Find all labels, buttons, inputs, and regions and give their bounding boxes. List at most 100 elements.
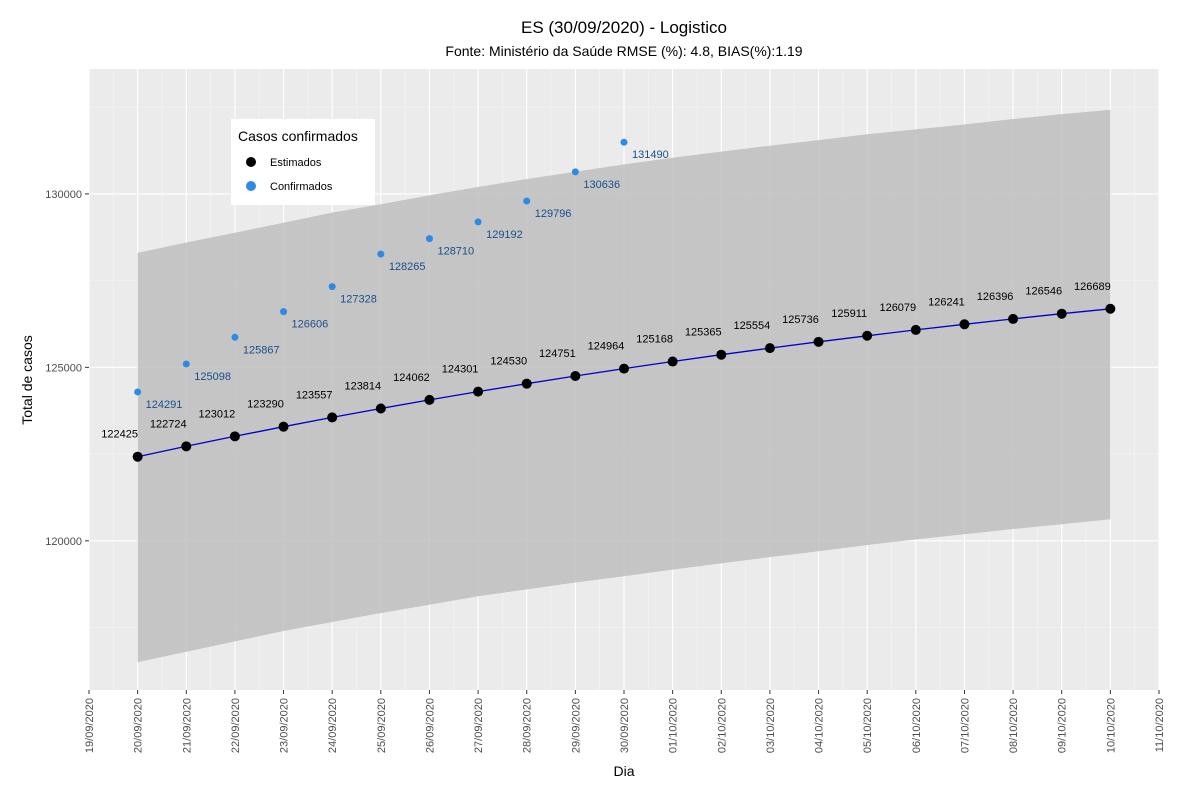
confirmados-labels: 124291 125098 125867 126606 127328 128265 1287… xyxy=(146,149,669,411)
legend-label-confirmados: Confirmados xyxy=(270,181,333,193)
x-tick-label: 05/10/2020 xyxy=(862,698,874,753)
confirmados-point xyxy=(425,235,433,243)
estimados-point xyxy=(424,394,435,405)
confirmados-point xyxy=(328,283,336,291)
x-tick-label: 28/09/2020 xyxy=(522,698,534,753)
x-axis-title: Dia xyxy=(613,763,634,779)
estimados-value-label: 123290 xyxy=(247,399,284,411)
confidence-ribbon xyxy=(137,109,1111,663)
x-tick-label: 03/10/2020 xyxy=(765,698,777,753)
confirmados-points xyxy=(134,138,628,396)
estimados-point xyxy=(327,412,338,423)
estimados-point xyxy=(521,378,532,389)
x-tick-label: 04/10/2020 xyxy=(814,698,826,753)
x-tick-label: 26/09/2020 xyxy=(424,698,436,753)
confirmados-value-label: 126606 xyxy=(292,319,329,331)
estimados-point xyxy=(1056,308,1067,319)
estimados-point xyxy=(716,349,727,360)
y-tick-label: 130000 xyxy=(45,189,82,201)
estimados-value-label: 124751 xyxy=(539,348,576,360)
confirmados-value-label: 128265 xyxy=(389,261,426,273)
x-tick-label: 20/09/2020 xyxy=(133,698,145,753)
estimados-point xyxy=(229,431,240,442)
x-tick-label: 24/09/2020 xyxy=(327,698,339,753)
estimados-value-label: 126546 xyxy=(1025,286,1062,298)
x-tick-label: 29/09/2020 xyxy=(570,698,582,753)
x-tick-label: 08/10/2020 xyxy=(1008,698,1020,753)
estimados-value-label: 123557 xyxy=(296,389,333,401)
confirmados-point xyxy=(134,388,142,396)
chart-subtitle: Fonte: Ministério da Saúde RMSE (%): 4.8… xyxy=(445,43,802,59)
confirmados-value-label: 131490 xyxy=(632,149,669,161)
estimados-value-label: 123012 xyxy=(199,408,236,420)
x-tick-label: 07/10/2020 xyxy=(959,698,971,753)
x-tick-label: 10/10/2020 xyxy=(1105,698,1117,753)
confirmados-value-label: 125867 xyxy=(243,344,280,356)
estimados-point xyxy=(619,363,629,374)
estimados-value-label: 125554 xyxy=(734,320,771,332)
estimados-point xyxy=(1105,303,1116,314)
legend-label-estimados: Estimados xyxy=(270,157,322,169)
estimados-point xyxy=(181,441,192,452)
x-tick-label: 01/10/2020 xyxy=(668,698,680,753)
estimados-point xyxy=(959,319,970,330)
estimados-value-label: 122724 xyxy=(150,418,187,430)
y-axis-title: Total de casos xyxy=(19,335,35,425)
estimados-value-label: 125168 xyxy=(636,334,673,346)
x-tick-label: 09/10/2020 xyxy=(1057,698,1069,753)
legend-key-estimados xyxy=(246,157,256,167)
x-tick-label: 30/09/2020 xyxy=(619,698,631,753)
confirmados-value-label: 129796 xyxy=(535,208,572,220)
estimados-point xyxy=(862,330,873,341)
estimados-point xyxy=(910,324,921,335)
confirmados-point xyxy=(377,250,385,258)
estimados-value-label: 124301 xyxy=(442,364,479,376)
legend: Casos confirmados Estimados Confirmados xyxy=(231,119,375,205)
x-tick-label: 27/09/2020 xyxy=(473,698,485,753)
legend-key-confirmados xyxy=(246,181,256,191)
confirmados-value-label: 127328 xyxy=(340,294,377,306)
chart-title: ES (30/09/2020) - Logistico xyxy=(521,18,727,37)
estimados-value-label: 123814 xyxy=(344,381,381,393)
estimados-value-label: 126396 xyxy=(977,291,1014,303)
estimados-labels: 122425 122724 123012 123290 123557 123814 1240… xyxy=(101,281,1110,441)
estimados-point xyxy=(764,343,775,354)
x-tick-label: 25/09/2020 xyxy=(376,698,388,753)
estimados-point xyxy=(813,336,824,347)
estimados-value-label: 124964 xyxy=(588,341,625,353)
estimados-point xyxy=(132,451,143,462)
estimados-value-label: 124530 xyxy=(490,356,527,368)
x-tick-label: 11/10/2020 xyxy=(1154,698,1166,752)
estimados-point xyxy=(473,386,484,397)
confirmados-value-label: 129192 xyxy=(486,229,523,241)
x-tick-label: 06/10/2020 xyxy=(911,698,923,753)
estimados-value-label: 126079 xyxy=(879,302,916,314)
estimados-value-label: 124062 xyxy=(393,372,430,384)
confirmados-value-label: 128710 xyxy=(437,246,474,258)
confirmados-point xyxy=(182,360,190,368)
estimados-value-label: 126241 xyxy=(928,296,965,308)
x-tick-label: 23/09/2020 xyxy=(279,698,291,753)
y-axis: 120000 125000 130000 xyxy=(45,189,89,548)
confirmados-point xyxy=(474,218,482,226)
x-tick-label: 19/09/2020 xyxy=(84,698,96,753)
confirmados-point xyxy=(571,168,579,176)
estimados-value-label: 125911 xyxy=(831,308,867,320)
estimados-value-label: 125736 xyxy=(782,314,819,326)
estimados-value-label: 126689 xyxy=(1074,281,1111,293)
legend-title: Casos confirmados xyxy=(238,128,358,144)
y-tick-label: 120000 xyxy=(45,536,82,548)
confirmados-point xyxy=(231,333,239,341)
confirmados-value-label: 130636 xyxy=(583,179,620,191)
x-tick-label: 21/09/2020 xyxy=(181,698,193,753)
estimados-point xyxy=(667,356,678,367)
confirmados-point xyxy=(280,308,288,316)
estimados-value-label: 122425 xyxy=(101,429,138,441)
confirmados-point xyxy=(523,197,531,205)
x-tick-label: 02/10/2020 xyxy=(716,698,728,753)
x-tick-label: 22/09/2020 xyxy=(230,698,242,753)
y-tick-label: 125000 xyxy=(45,362,82,374)
estimados-point xyxy=(1008,313,1019,324)
confirmados-value-label: 125098 xyxy=(194,371,231,383)
